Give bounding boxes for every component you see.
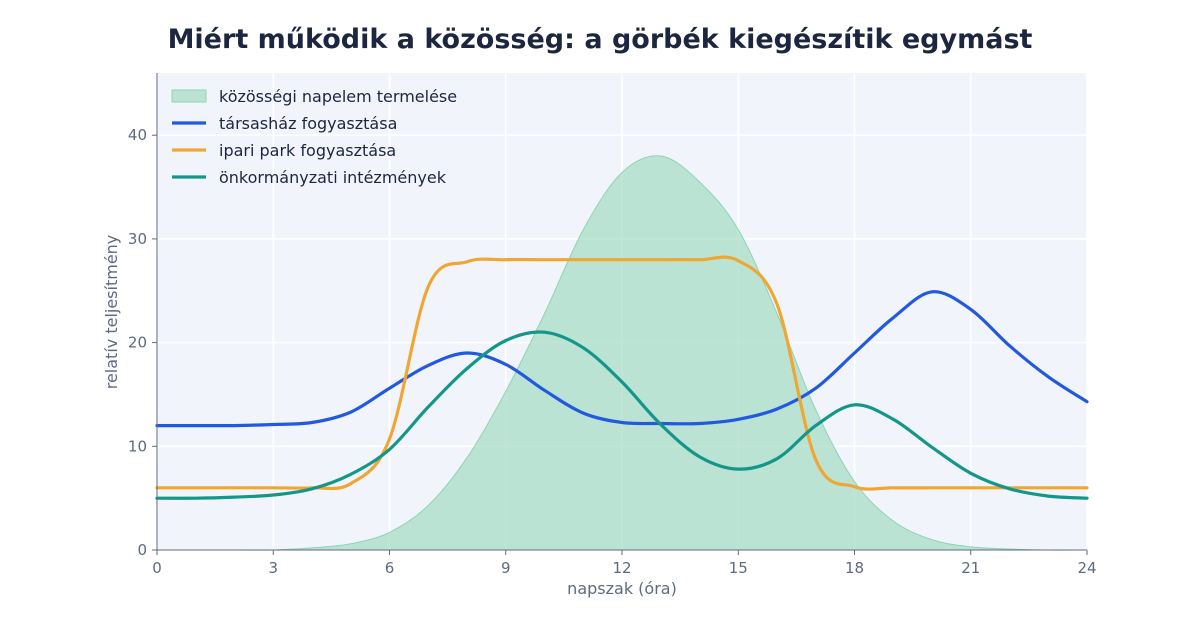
series-layer [155,155,1089,551]
y-axis-label: relatív teljesítmény [102,235,121,390]
legend: közösségi napelem termelése társasház fog… [171,87,457,187]
series-line [155,330,1089,500]
legend-label: ipari park fogyasztása [219,141,396,160]
y-tick-label: 0 [137,541,147,559]
x-tick-label: 9 [501,559,511,577]
x-tick-label: 24 [1077,559,1096,577]
series-area-fill [157,155,1087,551]
x-tick-label: 21 [961,559,980,577]
series-line [155,290,1089,428]
x-tick-label: 3 [268,559,278,577]
x-tick-label: 0 [152,559,162,577]
legend-label: közösségi napelem termelése [219,87,457,106]
legend-swatch [171,89,207,103]
x-tick-label: 18 [845,559,864,577]
y-tick-label: 30 [128,230,147,248]
x-tick-label: 6 [385,559,395,577]
y-tick-label: 10 [128,437,147,455]
x-tick-label: 15 [729,559,748,577]
axes: 0 3 6 9 12 15 18 21 24 0 10 20 30 40 [128,73,1097,577]
series-area-outline [156,155,1088,551]
x-axis-label: napszak (óra) [567,579,677,598]
chart-title: Miért működik a közösség: a görbék kiegé… [167,24,1033,55]
x-tick-label: 12 [612,559,631,577]
y-tick-label: 40 [128,126,147,144]
legend-label: társasház fogyasztása [219,114,397,133]
y-tick-label: 20 [128,334,147,352]
legend-label: önkormányzati intézmények [219,168,447,187]
